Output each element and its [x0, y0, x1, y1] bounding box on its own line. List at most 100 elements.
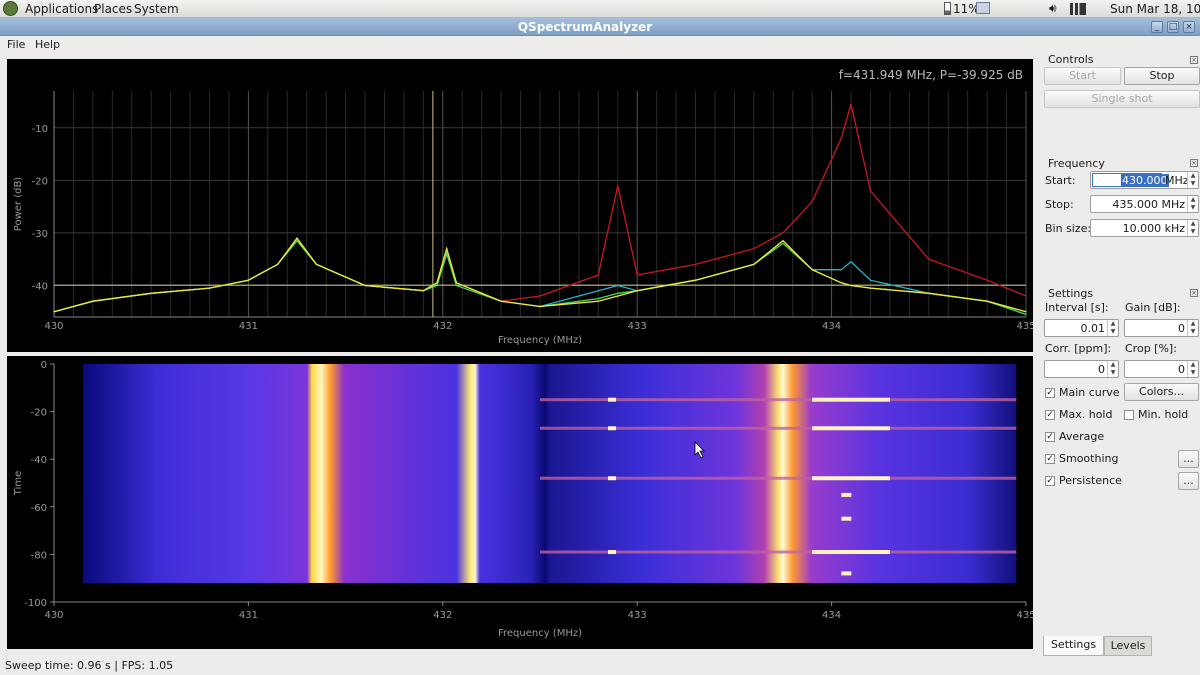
gain-value: 0 — [1178, 322, 1185, 335]
x-tick-label: 435 — [1016, 610, 1033, 621]
tab-levels[interactable]: Levels — [1104, 636, 1152, 656]
data-point — [694, 279, 697, 281]
average-checkbox[interactable]: ✓ — [1045, 432, 1055, 442]
settings-title: Settings — [1048, 287, 1094, 300]
colors-button[interactable]: Colors... — [1124, 383, 1199, 401]
waterfall-hotspot — [812, 426, 890, 431]
spin-arrows-icon[interactable]: ▲ ▼ — [1187, 320, 1198, 336]
main-curve-label: Main curve — [1059, 386, 1120, 399]
waterfall-hotspot — [608, 397, 617, 402]
spin-arrows-icon[interactable]: ▲ ▼ — [1187, 196, 1198, 212]
stop-label: Stop: — [1045, 198, 1074, 211]
close-button[interactable]: × — [1183, 21, 1195, 33]
waterfall-band — [540, 550, 1017, 554]
spin-arrows-icon[interactable]: ▲ ▼ — [1187, 220, 1198, 236]
persistence-settings-button[interactable]: ... — [1178, 472, 1199, 490]
y-tick-label: -80 — [31, 550, 47, 561]
min-hold-label: Min. hold — [1138, 408, 1189, 421]
data-point — [500, 300, 502, 302]
data-point — [150, 292, 152, 294]
network-signal-icon[interactable] — [1070, 3, 1086, 15]
y-tick-label: -100 — [24, 598, 47, 609]
spectrum-svg[interactable]: -10 -20 -30 -40 430 431 432 433 434 435 Power (dB)… — [7, 59, 1036, 352]
spin-arrows-icon[interactable]: ▲ ▼ — [1107, 320, 1118, 336]
bin-size-field[interactable]: 10.000 kHz ▲ ▼ — [1090, 219, 1199, 237]
stop-frequency-value: 435.000 MHz — [1112, 198, 1185, 211]
battery-percent: 11% — [953, 2, 980, 16]
data-point — [53, 311, 55, 313]
correction-value: 0 — [1098, 363, 1105, 376]
crop-label: Crop [%]: — [1125, 342, 1177, 355]
waterfall-hotspot — [812, 550, 890, 555]
x-tick-label: 433 — [628, 321, 647, 332]
data-point — [869, 279, 872, 281]
data-point — [597, 298, 599, 300]
y-axis-label: Time — [13, 471, 24, 496]
clock[interactable]: Sun Mar 18, 10:19 — [1110, 2, 1200, 16]
data-point — [597, 290, 599, 292]
gnome-foot-icon[interactable] — [3, 1, 18, 16]
y-tick-label: -30 — [32, 229, 48, 240]
data-point — [617, 185, 619, 187]
window-titlebar[interactable]: QSpectrumAnalyzer _ □ × — [0, 18, 1200, 36]
menu-file[interactable]: File — [7, 38, 26, 51]
y-tick-label: -60 — [31, 503, 47, 514]
data-point — [617, 295, 619, 297]
spin-arrows-icon[interactable]: ▲ ▼ — [1187, 172, 1198, 188]
waterfall-band — [540, 476, 1017, 480]
menu-places[interactable]: Places — [94, 2, 133, 16]
waterfall-band — [540, 426, 1017, 430]
minimize-button[interactable]: _ — [1151, 21, 1163, 33]
maximize-button[interactable]: □ — [1167, 21, 1179, 33]
menu-system[interactable]: System — [134, 2, 179, 16]
window-title: QSpectrumAnalyzer — [517, 20, 653, 34]
start-frequency-field[interactable]: 430.000 MHz ▲ ▼ — [1090, 171, 1199, 189]
single-shot-button[interactable]: Single shot — [1044, 90, 1200, 108]
start-button[interactable]: Start — [1044, 67, 1121, 85]
persistence-checkbox[interactable]: ✓ — [1045, 476, 1055, 486]
data-point — [840, 282, 842, 284]
dock-close-icon[interactable]: × — [1190, 56, 1198, 64]
crop-field[interactable]: 0 ▲ ▼ — [1124, 360, 1199, 378]
interval-field[interactable]: 0.01 ▲ ▼ — [1044, 319, 1119, 337]
smoothing-checkbox[interactable]: ✓ — [1045, 454, 1055, 464]
main-curve-checkbox[interactable]: ✓ — [1045, 388, 1055, 398]
spin-arrows-icon[interactable]: ▲ ▼ — [1107, 361, 1118, 377]
data-point — [986, 300, 988, 302]
data-point — [636, 290, 638, 292]
controls-title: Controls — [1048, 53, 1094, 66]
data-point — [617, 292, 619, 294]
data-point — [840, 137, 842, 139]
cursor-readout: f=431.949 MHz, P=-39.925 dB — [839, 68, 1023, 82]
data-point — [1025, 295, 1027, 297]
menu-help[interactable]: Help — [35, 38, 61, 51]
stop-button[interactable]: Stop — [1124, 67, 1200, 85]
battery-icon[interactable] — [944, 2, 951, 15]
data-point — [446, 248, 448, 250]
volume-icon[interactable]: 🔊︎ — [1049, 1, 1057, 15]
spectrum-plot[interactable]: -10 -20 -30 -40 430 431 432 433 434 435 Power (dB)… — [7, 59, 1036, 352]
correction-field[interactable]: 0 ▲ ▼ — [1044, 360, 1119, 378]
dock-close-icon[interactable]: × — [1190, 289, 1198, 297]
smoothing-settings-button[interactable]: ... — [1178, 450, 1199, 468]
x-axis-label: Frequency (MHz) — [498, 335, 582, 346]
dock-close-icon[interactable]: × — [1190, 159, 1198, 167]
waterfall-plot[interactable]: 0 -20 -40 -60 -80 -100 430 431 432 433 434 435 Time F… — [7, 356, 1036, 649]
gain-field[interactable]: 0 ▲ ▼ — [1124, 319, 1199, 337]
min-hold-checkbox[interactable] — [1124, 410, 1134, 420]
x-tick-label: 434 — [822, 321, 841, 332]
x-tick-label: 430 — [44, 610, 63, 621]
update-notifier-icon[interactable] — [976, 2, 990, 14]
max-hold-checkbox[interactable]: ✓ — [1045, 410, 1055, 420]
menubar: File Help — [0, 36, 1200, 53]
spin-arrows-icon[interactable]: ▲ ▼ — [1187, 361, 1198, 377]
interval-label: Interval [s]: — [1045, 301, 1109, 314]
stop-frequency-field[interactable]: 435.000 MHz ▲ ▼ — [1090, 195, 1199, 213]
waterfall-hotspot — [841, 492, 852, 497]
menu-applications[interactable]: Applications — [25, 2, 99, 16]
tab-settings[interactable]: Settings — [1043, 636, 1104, 656]
waterfall-hotspot — [841, 516, 852, 521]
data-point — [436, 284, 438, 287]
smoothing-label: Smoothing — [1059, 452, 1119, 465]
